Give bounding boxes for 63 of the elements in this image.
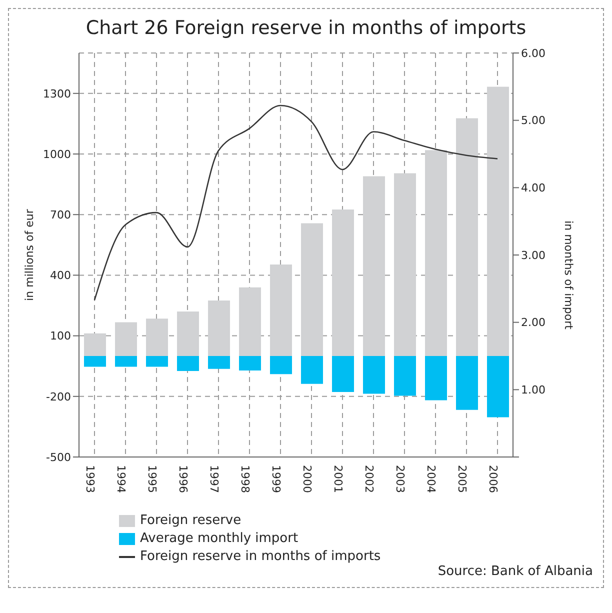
- bar: [208, 300, 230, 356]
- y-tick-label: 1000: [43, 148, 71, 161]
- y-tick-label: -500: [46, 450, 71, 464]
- bar: [115, 356, 137, 367]
- y2-tick-label: 4.00: [521, 182, 546, 195]
- source-note: Source: Bank of Albania: [436, 564, 594, 579]
- y-axis-title: in millions of eur: [23, 208, 36, 301]
- line-series: [94, 104, 498, 301]
- bar: [239, 356, 261, 371]
- bar: [456, 118, 478, 356]
- bar: [146, 356, 168, 367]
- x-tick-label: 2004: [424, 465, 438, 493]
- bar: [456, 356, 478, 410]
- bar: [115, 322, 137, 356]
- y-tick-label: 1300: [43, 87, 71, 100]
- x-tick-label: 2005: [456, 465, 469, 493]
- bar: [425, 356, 447, 400]
- y2-tick-label: 5.00: [521, 114, 546, 128]
- y2-tick-label: 3.00: [521, 248, 546, 262]
- bar: [425, 150, 447, 356]
- x-tick-label: 2006: [486, 465, 500, 493]
- bar: [177, 356, 199, 371]
- bar: [270, 264, 292, 356]
- x-tick-label: 1999: [270, 465, 283, 493]
- y-tick-label: 400: [50, 269, 71, 282]
- bar: [487, 356, 509, 418]
- y2-tick-label: 2.00: [521, 316, 546, 330]
- x-tick-label: 2000: [300, 465, 314, 493]
- bar: [363, 176, 385, 356]
- x-tick-label: 2003: [394, 465, 407, 493]
- bar: [239, 287, 261, 356]
- bar: [332, 210, 354, 356]
- legend-label: Average monthly import: [140, 531, 298, 546]
- legend-label: Foreign reserve: [140, 513, 242, 528]
- bar: [487, 86, 509, 356]
- bar: [84, 356, 106, 367]
- bar: [177, 312, 199, 356]
- bar: [363, 356, 385, 394]
- y-tick-label: 700: [50, 208, 71, 222]
- bar: [146, 318, 168, 356]
- legend-label: Foreign reserve in months of imports: [140, 549, 381, 564]
- y-tick-label: -200: [46, 390, 71, 404]
- x-tick-label: 1994: [114, 465, 128, 493]
- x-tick-label: 1997: [208, 465, 221, 493]
- y2-tick-label: 1.00: [521, 384, 546, 397]
- bar: [394, 173, 416, 356]
- x-tick-label: 1998: [238, 465, 252, 493]
- x-tick-label: 1993: [84, 465, 97, 493]
- y2-tick-label: 6.00: [521, 46, 546, 60]
- bar: [84, 333, 106, 356]
- x-tick-label: 2002: [362, 465, 376, 493]
- y2-axis-title: in months of import: [562, 220, 575, 330]
- chart-title: Chart 26 Foreign reserve in months of imports: [84, 17, 528, 39]
- x-tick-label: 1996: [176, 465, 190, 493]
- bar: [332, 356, 354, 392]
- bar: [301, 356, 323, 384]
- bar: [301, 223, 323, 356]
- bar: [394, 356, 416, 396]
- bar: [208, 356, 230, 369]
- bar: [270, 356, 292, 374]
- x-tick-label: 2001: [332, 465, 345, 493]
- x-tick-label: 1995: [146, 465, 159, 493]
- y-tick-label: 100: [50, 330, 71, 343]
